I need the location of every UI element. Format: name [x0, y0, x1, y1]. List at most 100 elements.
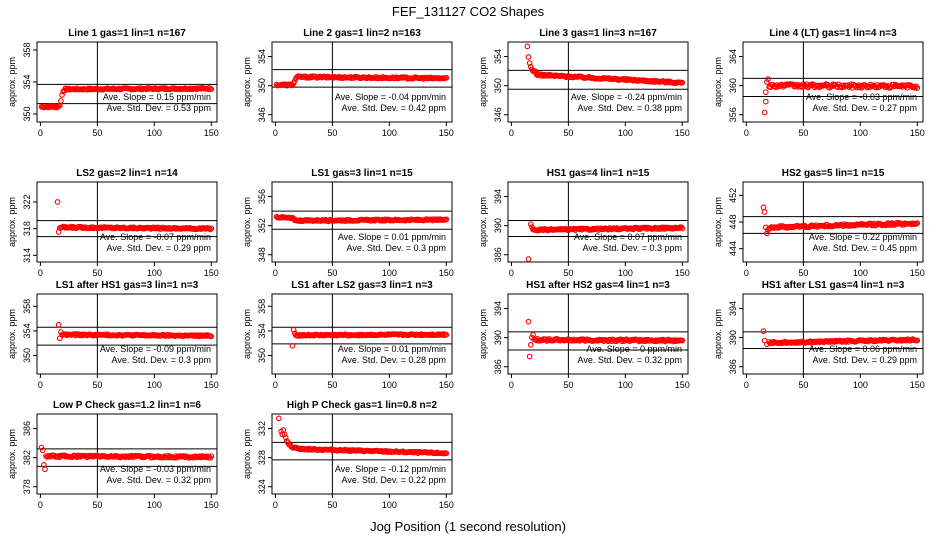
x-tick-label: 50	[327, 500, 337, 510]
y-tick-label: 356	[257, 189, 267, 204]
data-point	[208, 86, 215, 92]
data-point	[206, 225, 212, 232]
x-tick-label: 50	[327, 128, 337, 138]
y-axis-label: approx. ppm	[713, 309, 723, 359]
y-tick-label: 382	[22, 450, 32, 465]
data-point	[443, 450, 450, 457]
y-tick-label: 350	[22, 348, 32, 363]
data-point	[527, 221, 534, 228]
panel-title: Line 2 gas=1 lin=2 n=163	[303, 28, 421, 39]
panel-title: HS2 gas=5 lin=1 n=15	[782, 168, 885, 179]
plot-frame	[271, 293, 453, 375]
y-axis-label: approx. ppm	[713, 57, 723, 107]
slope-annotation: Ave. Slope = -0.03 ppm/min	[100, 464, 211, 474]
std-dev-annotation: Ave. Std. Dev. = 0.28 ppm	[342, 355, 446, 365]
plot-frame	[742, 293, 924, 375]
x-tick-label: 150	[204, 128, 219, 138]
x-tick-label: 150	[204, 268, 219, 278]
y-axis-label: approx. ppm	[242, 429, 252, 479]
x-tick-label: 150	[204, 380, 219, 390]
plot-frame	[271, 413, 453, 495]
y-tick-label: 354	[22, 323, 32, 338]
x-tick-label: 150	[910, 380, 925, 390]
y-tick-label: 358	[22, 299, 32, 314]
slope-annotation: Ave. Slope = 0.01 ppm/min	[338, 232, 446, 242]
y-tick-label: 352	[257, 218, 267, 233]
data-point	[914, 337, 921, 344]
std-dev-annotation: Ave. Std. Dev. = 0.27 ppm	[813, 103, 917, 113]
data-point	[526, 60, 533, 66]
data-point	[441, 331, 447, 337]
x-tick-label: 100	[853, 380, 868, 390]
x-tick-label: 0	[38, 500, 43, 510]
plot-frame	[507, 181, 689, 263]
y-tick-label: 350	[257, 78, 267, 93]
y-tick-label: 394	[493, 301, 503, 316]
y-tick-label: 356	[728, 107, 738, 122]
x-tick-label: 150	[439, 380, 454, 390]
data-point	[525, 318, 532, 325]
panel-title: HS1 gas=4 lin=1 n=15	[547, 168, 650, 179]
y-tick-label: 358	[257, 299, 267, 314]
x-tick-label: 150	[675, 268, 690, 278]
y-tick-label: 318	[22, 221, 32, 236]
y-tick-label: 386	[728, 359, 738, 374]
slope-annotation: Ave. Slope = -0.24 ppm/min	[571, 92, 682, 102]
panel: HS1 after HS2 gas=4 lin=1 n=3 0 50 100 150 38…	[478, 280, 690, 390]
x-tick-label: 100	[618, 380, 633, 390]
data-point	[527, 63, 534, 70]
y-tick-label: 394	[728, 301, 738, 316]
panel-title: Line 4 (LT) gas=1 lin=4 n=3	[769, 28, 897, 39]
plot-frame	[271, 41, 453, 123]
data-point	[54, 199, 61, 205]
y-tick-label: 346	[257, 107, 267, 122]
y-tick-label: 452	[728, 188, 738, 203]
plot-frame	[507, 293, 689, 375]
y-axis-label: approx. ppm	[7, 197, 17, 247]
data-point	[764, 79, 770, 85]
y-tick-label: 354	[22, 74, 32, 89]
std-dev-annotation: Ave. Std. Dev. = 0.29 ppm	[107, 243, 211, 253]
x-tick-label: 100	[382, 268, 397, 278]
data-point	[281, 431, 288, 438]
y-axis-label: approx. ppm	[478, 57, 488, 107]
plot-frame	[36, 293, 218, 375]
slope-annotation: Ave. Slope = 0 ppm/min	[586, 344, 682, 354]
x-tick-label: 150	[439, 268, 454, 278]
x-tick-label: 0	[509, 268, 514, 278]
y-axis-label: approx. ppm	[713, 197, 723, 247]
data-point	[38, 444, 45, 451]
x-tick-label: 150	[439, 128, 454, 138]
std-dev-annotation: Ave. Std. Dev. = 0.42 ppm	[342, 103, 446, 113]
x-tick-label: 100	[382, 128, 397, 138]
data-point	[914, 85, 921, 91]
data-point	[58, 98, 64, 104]
slope-annotation: Ave. Slope = -0.03 ppm/min	[806, 92, 917, 102]
x-tick-label: 100	[147, 380, 162, 390]
y-tick-label: 364	[728, 49, 738, 64]
x-tick-label: 50	[563, 268, 573, 278]
data-point	[762, 98, 769, 105]
x-tick-label: 0	[509, 128, 514, 138]
y-axis-label: approx. ppm	[7, 309, 17, 359]
data-point	[679, 79, 686, 86]
panel-title: LS2 gas=2 lin=1 n=14	[76, 168, 178, 179]
panel: Line 2 gas=1 lin=2 n=163 0 50 100 150 346 350 3…	[242, 28, 454, 138]
std-dev-annotation: Ave. Std. Dev. = 0.29 ppm	[813, 355, 917, 365]
x-tick-label: 0	[273, 128, 278, 138]
panel: LS1 gas=3 lin=1 n=15 0 50 100 150 348 352 356 ap…	[242, 168, 454, 278]
data-point	[762, 89, 769, 96]
x-tick-label: 50	[327, 380, 337, 390]
x-tick-label: 150	[675, 128, 690, 138]
plot-frame	[36, 413, 218, 495]
data-point	[443, 216, 450, 223]
panel: Line 3 gas=1 lin=3 n=167 0 50 100 150 346 350 3…	[478, 28, 690, 138]
data-point	[530, 331, 536, 338]
x-tick-label: 50	[798, 128, 808, 138]
figure-title: FEF_131127 CO2 Shapes	[392, 4, 545, 19]
slope-annotation: Ave. Slope = 0.06 ppm/min	[809, 344, 917, 354]
y-tick-label: 322	[22, 194, 32, 209]
x-tick-label: 0	[744, 268, 749, 278]
plot-frame	[271, 181, 453, 263]
panel: Line 1 gas=1 lin=1 n=167 0 50 100 150 350 354 3…	[7, 28, 219, 138]
